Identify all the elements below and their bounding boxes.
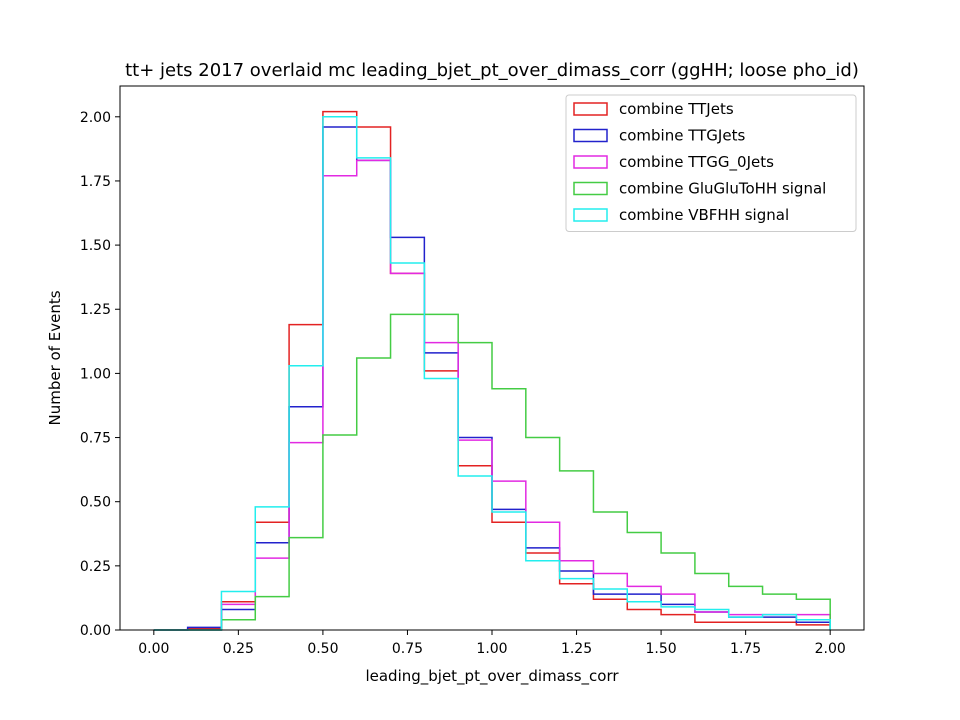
legend-box — [565, 94, 857, 232]
y-tick-label: 0.00 — [80, 623, 111, 639]
legend-label: combine VBFHH signal — [619, 206, 789, 224]
x-tick-label: 0.50 — [307, 641, 338, 657]
y-tick-label: 1.00 — [80, 366, 111, 382]
legend-label: combine TTGG_0Jets — [619, 153, 774, 172]
y-axis: 0.00 0.25 0.50 0.75 1.00 1.25 1.50 1.75 2.00 — [80, 110, 120, 639]
x-tick-label: 1.25 — [561, 641, 592, 657]
x-axis-label: leading_bjet_pt_over_dimass_corr — [365, 667, 619, 686]
y-tick-label: 2.00 — [80, 110, 111, 126]
legend-label: combine TTGJets — [619, 127, 745, 145]
plot-area — [153, 110, 831, 631]
y-tick-label: 1.50 — [80, 238, 111, 254]
x-axis: 0.00 0.25 0.50 0.75 1.00 1.25 1.50 1.75 2.00 — [138, 630, 846, 657]
legend-swatch — [573, 102, 608, 116]
y-tick-label: 0.75 — [80, 431, 111, 447]
y-tick-label: 1.75 — [80, 174, 111, 190]
x-tick-label: 1.50 — [646, 641, 677, 657]
x-tick-label: 0.75 — [392, 641, 423, 657]
legend: combine TTJets combine TTGJets combine TTG… — [565, 94, 857, 232]
y-tick-label: 0.25 — [80, 559, 111, 575]
legend-label: combine TTJets — [619, 100, 734, 118]
chart-title: tt+ jets 2017 overlaid mc leading_bjet_p… — [125, 60, 859, 81]
series-line-4 — [153, 116, 831, 631]
y-tick-label: 0.50 — [80, 495, 111, 511]
legend-swatch — [573, 181, 608, 196]
legend-swatch — [573, 128, 608, 143]
x-tick-label: 0.00 — [138, 641, 169, 657]
y-tick-label: 1.25 — [80, 302, 111, 318]
legend-label: combine GluGluToHH signal — [619, 180, 826, 198]
legend-swatch — [573, 155, 608, 169]
legend-swatch — [573, 208, 608, 222]
x-tick-label: 0.25 — [223, 641, 254, 657]
y-axis-label: Number of Events — [46, 290, 64, 425]
x-tick-label: 1.00 — [476, 641, 507, 657]
series-line-3 — [153, 313, 831, 631]
x-tick-label: 2.00 — [815, 641, 846, 657]
x-tick-label: 1.75 — [730, 641, 761, 657]
